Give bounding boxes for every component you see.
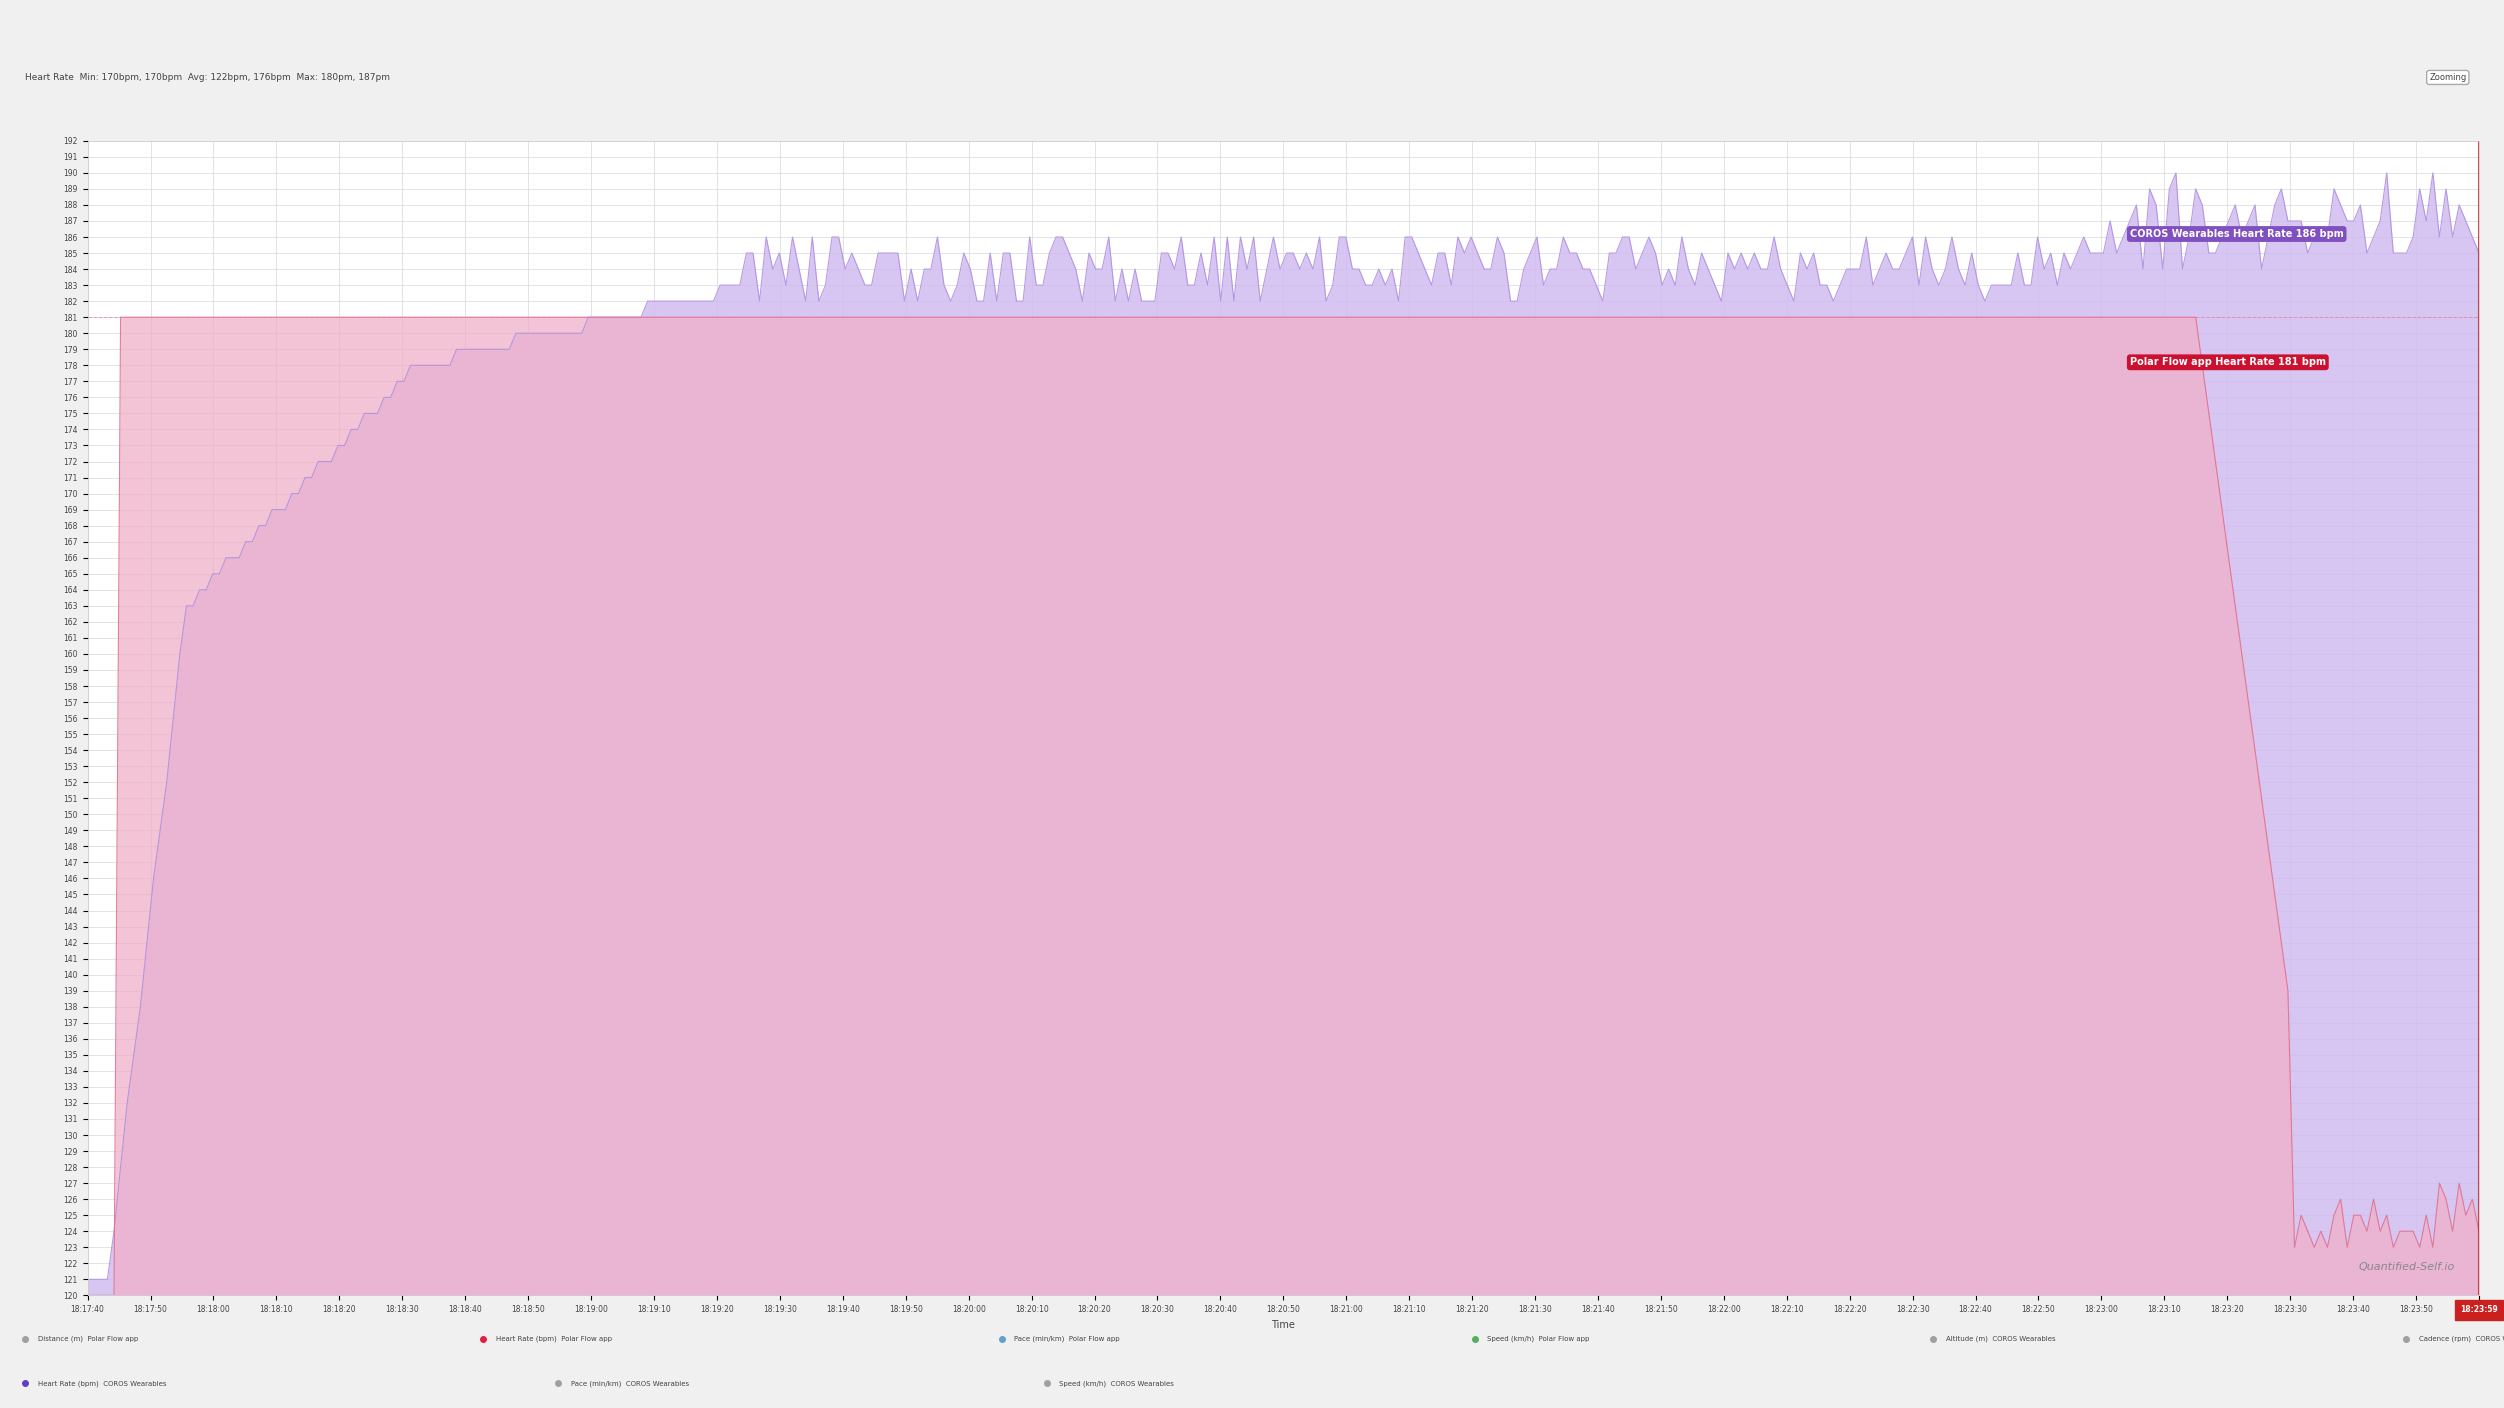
Text: Pace (min/km)  COROS Wearables: Pace (min/km) COROS Wearables: [571, 1380, 689, 1387]
Text: Heart Rate  Min: 170bpm, 170bpm  Avg: 122bpm, 176bpm  Max: 180pm, 187pm: Heart Rate Min: 170bpm, 170bpm Avg: 122b…: [25, 73, 391, 82]
Text: Heart Rate (bpm)  COROS Wearables: Heart Rate (bpm) COROS Wearables: [38, 1380, 165, 1387]
Text: Speed (km/h)  Polar Flow app: Speed (km/h) Polar Flow app: [1487, 1336, 1590, 1342]
Text: Speed (km/h)  COROS Wearables: Speed (km/h) COROS Wearables: [1059, 1380, 1174, 1387]
Text: Altitude (m)  COROS Wearables: Altitude (m) COROS Wearables: [1946, 1336, 2056, 1342]
Text: Polar Flow app Heart Rate 181 bpm: Polar Flow app Heart Rate 181 bpm: [2131, 358, 2326, 367]
Text: Cadence (rpm)  COROS Wearables: Cadence (rpm) COROS Wearables: [2419, 1336, 2504, 1342]
Text: COROS Wearables Heart Rate 186 bpm: COROS Wearables Heart Rate 186 bpm: [2131, 230, 2344, 239]
X-axis label: Time: Time: [1272, 1319, 1295, 1329]
Text: Zooming: Zooming: [2429, 73, 2466, 82]
Text: Quantified-Self.io: Quantified-Self.io: [2359, 1262, 2454, 1273]
Text: Heart Rate (bpm)  Polar Flow app: Heart Rate (bpm) Polar Flow app: [496, 1336, 611, 1342]
Text: Pace (min/km)  Polar Flow app: Pace (min/km) Polar Flow app: [1014, 1336, 1119, 1342]
Text: Distance (m)  Polar Flow app: Distance (m) Polar Flow app: [38, 1336, 138, 1342]
